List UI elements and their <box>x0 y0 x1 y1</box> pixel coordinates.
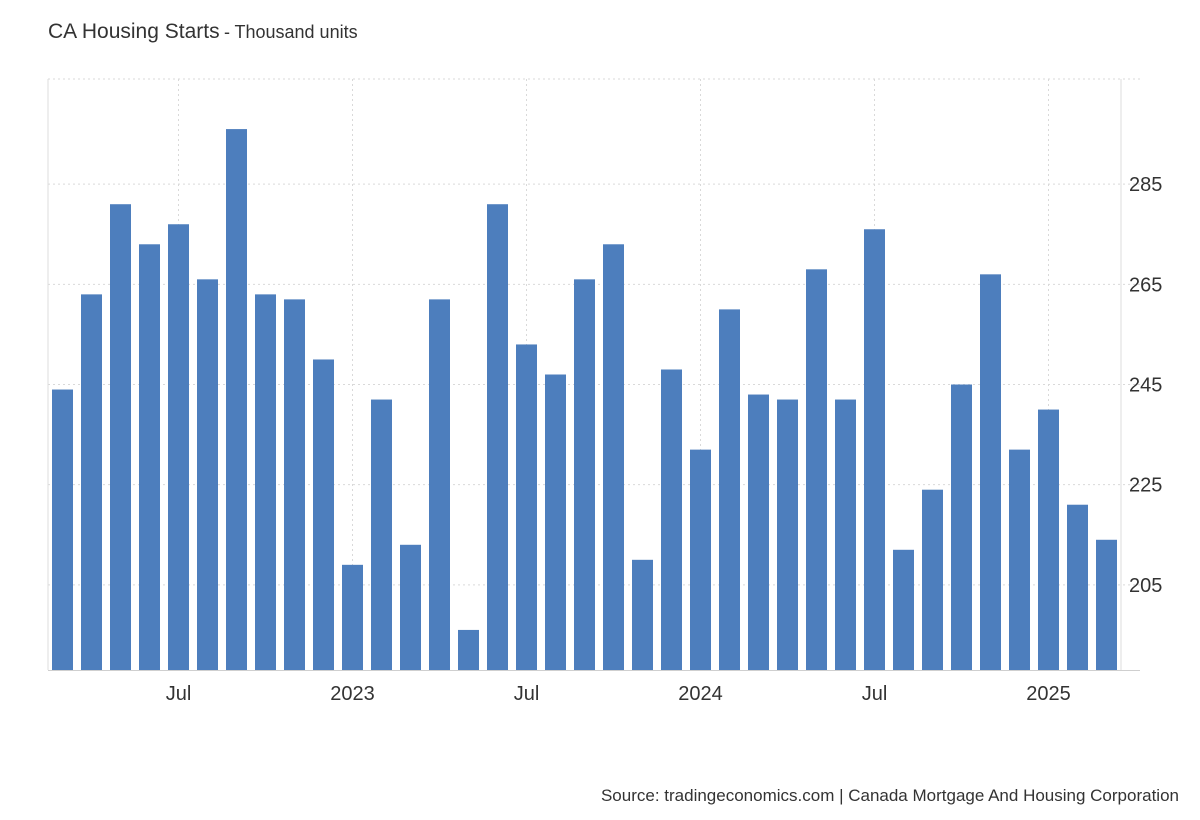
bar <box>603 244 624 670</box>
bar <box>197 279 218 670</box>
bar <box>777 399 798 670</box>
bar <box>980 274 1001 670</box>
bar <box>951 384 972 670</box>
bar <box>226 129 247 671</box>
bar <box>52 389 73 670</box>
bar <box>313 359 334 670</box>
x-tick-label: 2024 <box>678 683 723 705</box>
bar <box>139 244 160 670</box>
bar <box>690 449 711 670</box>
bar <box>922 489 943 670</box>
bar <box>574 279 595 670</box>
bar <box>806 269 827 670</box>
bar <box>400 544 421 670</box>
bar-layer <box>52 129 1117 671</box>
bar <box>1038 409 1059 670</box>
title-unit: Thousand units <box>234 22 358 42</box>
x-tick-label: 2023 <box>330 683 375 705</box>
title-separator: - <box>224 22 231 42</box>
axis-layer: 205 225 245 265 285 Jul 2023 Jul 2024 Jul 2025 <box>48 174 1162 705</box>
y-tick-label: 265 <box>1129 274 1162 296</box>
x-tick-label: Jul <box>862 683 888 705</box>
bar <box>661 369 682 670</box>
x-tick-label: Jul <box>514 683 540 705</box>
y-tick-label: 225 <box>1129 475 1162 497</box>
bar <box>342 564 363 670</box>
bar <box>487 204 508 671</box>
bar <box>284 299 305 670</box>
bar <box>255 294 276 670</box>
bar <box>168 224 189 670</box>
x-tick-label: 2025 <box>1026 683 1071 705</box>
bar <box>719 309 740 670</box>
bar <box>1067 504 1088 670</box>
bar <box>429 299 450 670</box>
source-text: Source: tradingeconomics.com | Canada Mo… <box>600 786 1179 805</box>
bar <box>1096 539 1117 670</box>
bar <box>835 399 856 670</box>
chart-title: CA Housing Starts - Thousand units <box>48 20 358 44</box>
bar <box>81 294 102 670</box>
bar <box>864 229 885 670</box>
bar <box>893 549 914 670</box>
bar <box>632 559 653 670</box>
bar <box>545 374 566 670</box>
bar <box>516 344 537 670</box>
title-main: CA Housing Starts <box>48 20 220 43</box>
bar <box>458 629 479 670</box>
y-tick-label: 245 <box>1129 375 1162 397</box>
x-tick-label: Jul <box>166 683 192 705</box>
y-tick-label: 205 <box>1129 575 1162 597</box>
bar <box>748 394 769 670</box>
bar <box>1009 449 1030 670</box>
bar <box>110 204 131 671</box>
bar <box>371 399 392 670</box>
y-tick-label: 285 <box>1129 174 1162 196</box>
